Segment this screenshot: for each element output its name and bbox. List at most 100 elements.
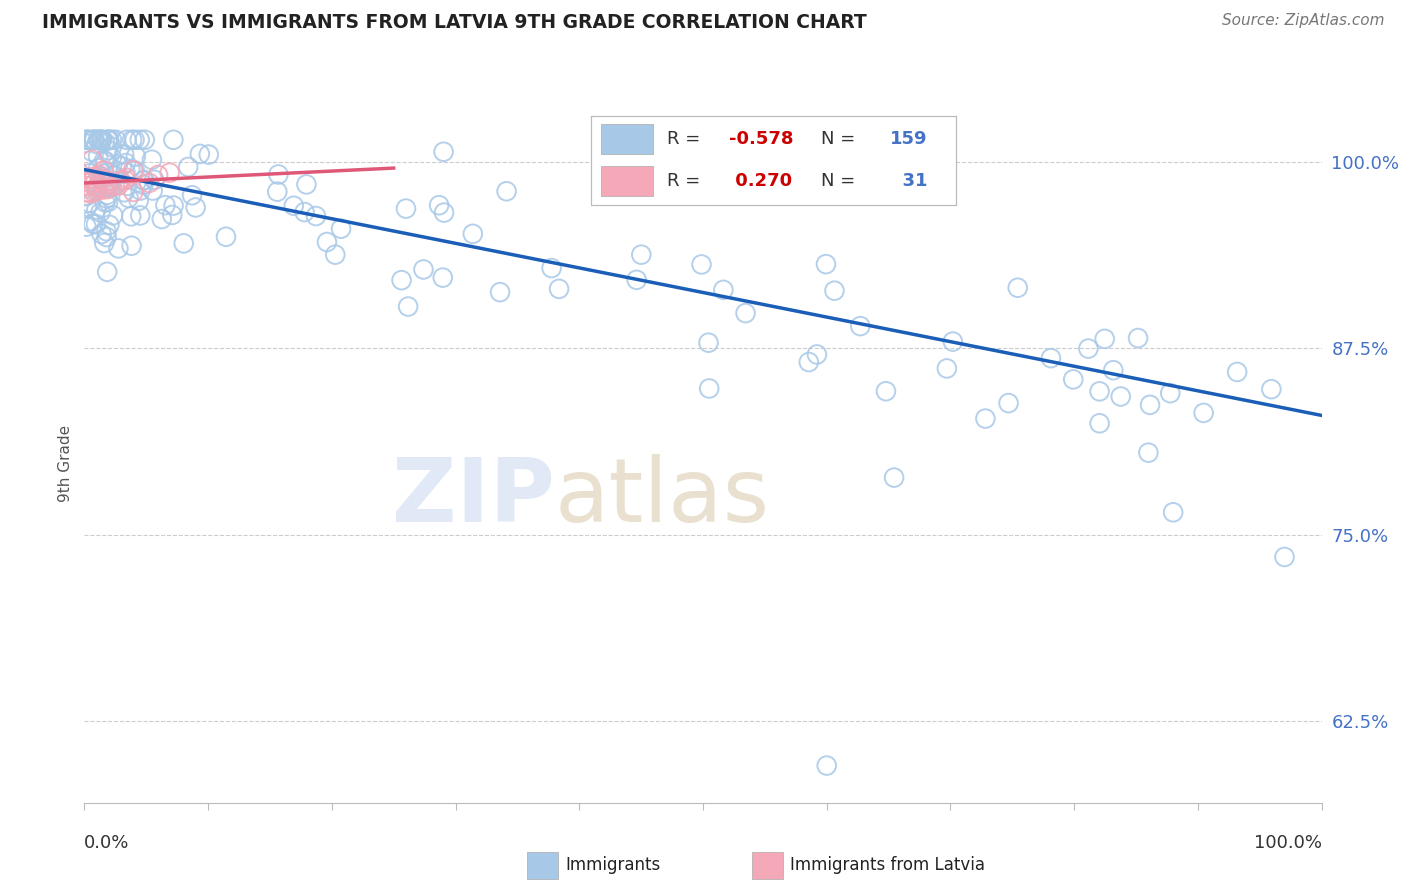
Point (162, 208, 184, 222)
Text: R =: R = (668, 172, 706, 190)
Point (80, 133, 103, 147)
Point (79, 186, 101, 201)
Point (997, 396, 1019, 410)
Point (97, 182, 120, 196)
Point (94, 154, 117, 169)
Point (97, 133, 120, 147)
Point (101, 179, 124, 194)
Point (461, 227, 484, 241)
Point (197, 147, 219, 161)
Point (93, 135, 115, 149)
Point (98, 176, 121, 190)
Point (73, 136, 96, 150)
Point (110, 174, 132, 188)
Point (1161, 505, 1184, 519)
Point (83, 169, 105, 184)
Point (391, 273, 413, 287)
Point (162, 198, 184, 212)
Point (697, 382, 720, 396)
Point (115, 170, 138, 185)
Text: 0.0%: 0.0% (84, 834, 129, 852)
Point (141, 153, 163, 167)
Point (86, 136, 108, 151)
Point (96, 174, 118, 188)
Point (132, 173, 155, 187)
Point (114, 173, 136, 187)
Point (120, 210, 142, 224)
Point (107, 158, 129, 172)
Point (97, 143, 120, 157)
Point (80, 145, 103, 159)
Point (815, 758, 838, 772)
Text: -0.578: -0.578 (730, 130, 794, 148)
Point (162, 133, 184, 147)
Point (115, 178, 138, 193)
Point (824, 284, 846, 298)
Point (188, 147, 211, 161)
Point (86, 184, 108, 198)
Point (104, 178, 127, 193)
Point (98, 133, 121, 147)
Point (121, 133, 143, 147)
Point (77, 133, 100, 147)
Point (1137, 445, 1160, 459)
Point (267, 168, 290, 182)
Point (124, 133, 146, 147)
Bar (602, 124, 652, 154)
Point (395, 202, 418, 216)
Point (146, 168, 169, 182)
Point (96, 191, 118, 205)
Point (177, 160, 200, 174)
Point (316, 235, 339, 249)
Point (1039, 351, 1062, 366)
Point (1088, 417, 1111, 431)
Point (128, 194, 150, 208)
Point (1007, 281, 1029, 295)
Point (283, 199, 305, 213)
Point (87, 149, 110, 163)
Point (396, 300, 419, 314)
Point (935, 361, 957, 376)
Point (94, 195, 117, 210)
Y-axis label: 9th Grade: 9th Grade (58, 425, 73, 502)
Point (942, 334, 965, 349)
Text: 100.0%: 100.0% (1254, 834, 1322, 852)
Point (432, 270, 454, 285)
Point (173, 236, 195, 251)
Point (122, 163, 145, 178)
Point (142, 184, 165, 198)
Text: 159: 159 (890, 130, 928, 148)
Text: N =: N = (821, 172, 860, 190)
Text: Immigrants: Immigrants (565, 856, 661, 874)
Point (89, 205, 111, 219)
Point (107, 178, 129, 193)
Point (120, 161, 142, 176)
Point (104, 133, 127, 147)
Point (101, 133, 124, 147)
Point (91, 133, 114, 147)
Point (1274, 549, 1296, 564)
Point (143, 173, 166, 187)
Point (77, 179, 100, 194)
Point (540, 261, 562, 276)
Point (84, 180, 107, 194)
Point (495, 184, 517, 198)
Point (132, 178, 155, 192)
Point (101, 208, 124, 222)
Point (797, 355, 820, 369)
Point (1159, 386, 1181, 401)
Point (323, 247, 346, 261)
Point (129, 184, 152, 198)
Point (117, 191, 139, 205)
Point (83, 133, 105, 147)
Point (107, 241, 129, 255)
Point (90, 227, 112, 241)
Point (1139, 398, 1161, 412)
Point (1102, 363, 1125, 377)
Point (129, 209, 152, 223)
Point (128, 133, 150, 147)
Point (114, 165, 136, 179)
Point (79, 195, 101, 210)
Point (433, 205, 456, 219)
Point (87, 168, 110, 182)
